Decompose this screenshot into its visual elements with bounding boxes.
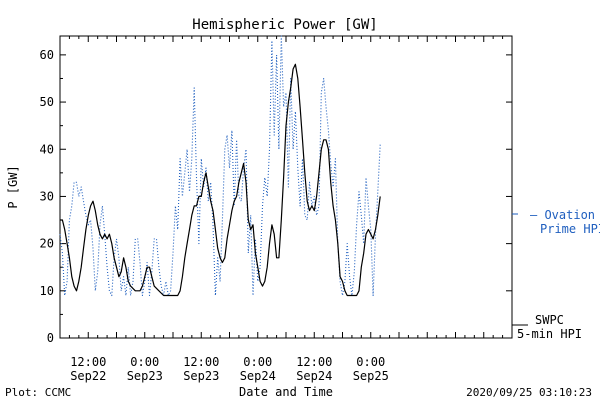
plot-credit: Plot: CCMC <box>5 386 71 399</box>
x-tick-time: 12:00 <box>70 355 106 369</box>
y-tick-label: 60 <box>40 48 54 62</box>
x-axis-label: Date and Time <box>239 385 333 399</box>
legend-ovation-line2: Prime HPI <box>540 222 600 236</box>
x-tick-date: Sep25 <box>353 369 389 383</box>
x-tick-date: Sep23 <box>183 369 219 383</box>
legend-ovation-line1: — Ovation <box>530 208 595 222</box>
x-axis: 12:00Sep220:00Sep2312:00Sep230:00Sep2412… <box>59 36 513 383</box>
y-axis-label: P [GW] <box>6 165 20 208</box>
y-tick-label: 0 <box>47 331 54 345</box>
x-tick-time: 12:00 <box>296 355 332 369</box>
timestamp: 2020/09/25 03:10:23 <box>466 386 592 399</box>
x-tick-date: Sep23 <box>127 369 163 383</box>
x-tick-date: Sep24 <box>240 369 276 383</box>
x-tick-time: 0:00 <box>243 355 272 369</box>
y-tick-label: 20 <box>40 237 54 251</box>
plot-area <box>59 35 513 339</box>
legend-swpc-line1: SWPC <box>535 313 564 327</box>
series-layer <box>59 35 518 297</box>
y-tick-label: 10 <box>40 284 54 298</box>
y-tick-label: 30 <box>40 189 54 203</box>
series-swpc-line <box>60 63 381 297</box>
x-tick-time: 12:00 <box>183 355 219 369</box>
y-axis: 0 10 20 30 40 50 60 <box>40 48 512 345</box>
x-tick-time: 0:00 <box>356 355 385 369</box>
y-tick-label: 40 <box>40 142 54 156</box>
x-tick-time: 0:00 <box>130 355 159 369</box>
y-tick-label: 50 <box>40 95 54 109</box>
x-tick-date: Sep22 <box>70 369 106 383</box>
legend-swpc-line2: 5-min HPI <box>517 327 582 341</box>
chart-title: Hemispheric Power [GW] <box>192 17 377 33</box>
x-tick-date: Sep24 <box>296 369 332 383</box>
